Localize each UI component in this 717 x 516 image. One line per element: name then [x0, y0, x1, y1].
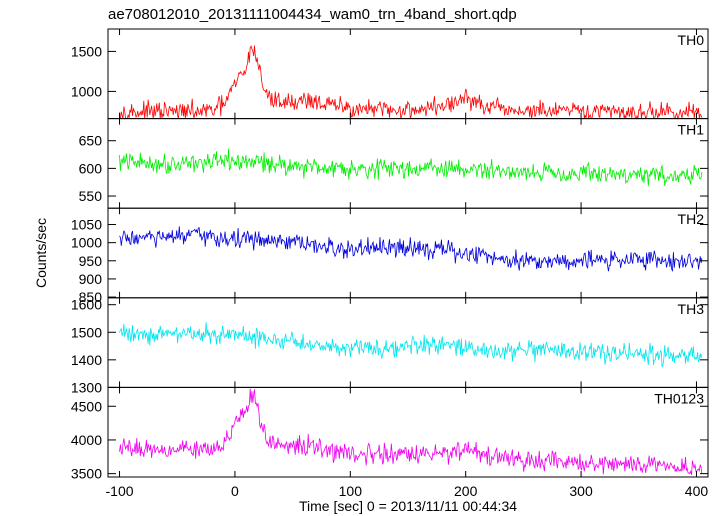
series-line-th0123 [119, 388, 703, 475]
panel-frame-th3 [107, 297, 709, 388]
panel-frame-th0 [107, 28, 709, 120]
panel-label-th3: TH3 [678, 301, 705, 317]
x-tick-label: 100 [339, 483, 363, 499]
chart-title: ae708012010_20131111004434_wam0_trn_4ban… [108, 6, 517, 23]
series-line-th1 [119, 148, 703, 187]
y-tick-label-th2: 950 [79, 253, 103, 269]
y-tick-label-th1: 650 [79, 133, 103, 149]
y-tick-label-th3: 1400 [71, 352, 102, 368]
panel-label-th1: TH1 [678, 122, 705, 138]
y-tick-label-th2: 1000 [71, 235, 102, 251]
x-tick-label: 0 [231, 483, 239, 499]
panel-frame-th2 [107, 207, 709, 299]
panel-label-th2: TH2 [678, 211, 705, 227]
y-tick-label-th3: 1600 [71, 297, 102, 313]
x-tick-label: 400 [685, 483, 709, 499]
y-tick-label-th0123: 3500 [71, 466, 102, 482]
panel-frame-th0123 [107, 386, 709, 478]
y-tick-label-th3: 1500 [71, 324, 102, 340]
y-tick-label-th1: 600 [79, 160, 103, 176]
y-tick-label-th0: 1000 [71, 83, 102, 99]
x-tick-label: 300 [569, 483, 593, 499]
y-tick-label-th2: 1050 [71, 217, 102, 233]
y-axis-label: Counts/sec [33, 218, 49, 288]
panel-label-th0123: TH0123 [654, 390, 704, 406]
series-line-th2 [119, 226, 703, 272]
x-axis-label: Time [sec] 0 = 2013/11/11 00:44:34 [299, 498, 517, 514]
y-tick-label-th3: 1300 [71, 379, 102, 395]
y-tick-label-th0123: 4000 [71, 432, 102, 448]
series-line-th0 [119, 45, 703, 120]
y-tick-label-th2: 900 [79, 271, 103, 287]
panel-label-th0: TH0 [678, 32, 705, 48]
y-tick-label-th2: 850 [79, 289, 103, 305]
y-tick-label-th0123: 4500 [71, 398, 102, 414]
y-tick-label-th0: 1500 [71, 43, 102, 59]
series-line-th3 [119, 322, 703, 368]
x-tick-label: -100 [106, 483, 134, 499]
y-tick-label-th1: 550 [79, 188, 103, 204]
x-tick-label: 200 [454, 483, 478, 499]
